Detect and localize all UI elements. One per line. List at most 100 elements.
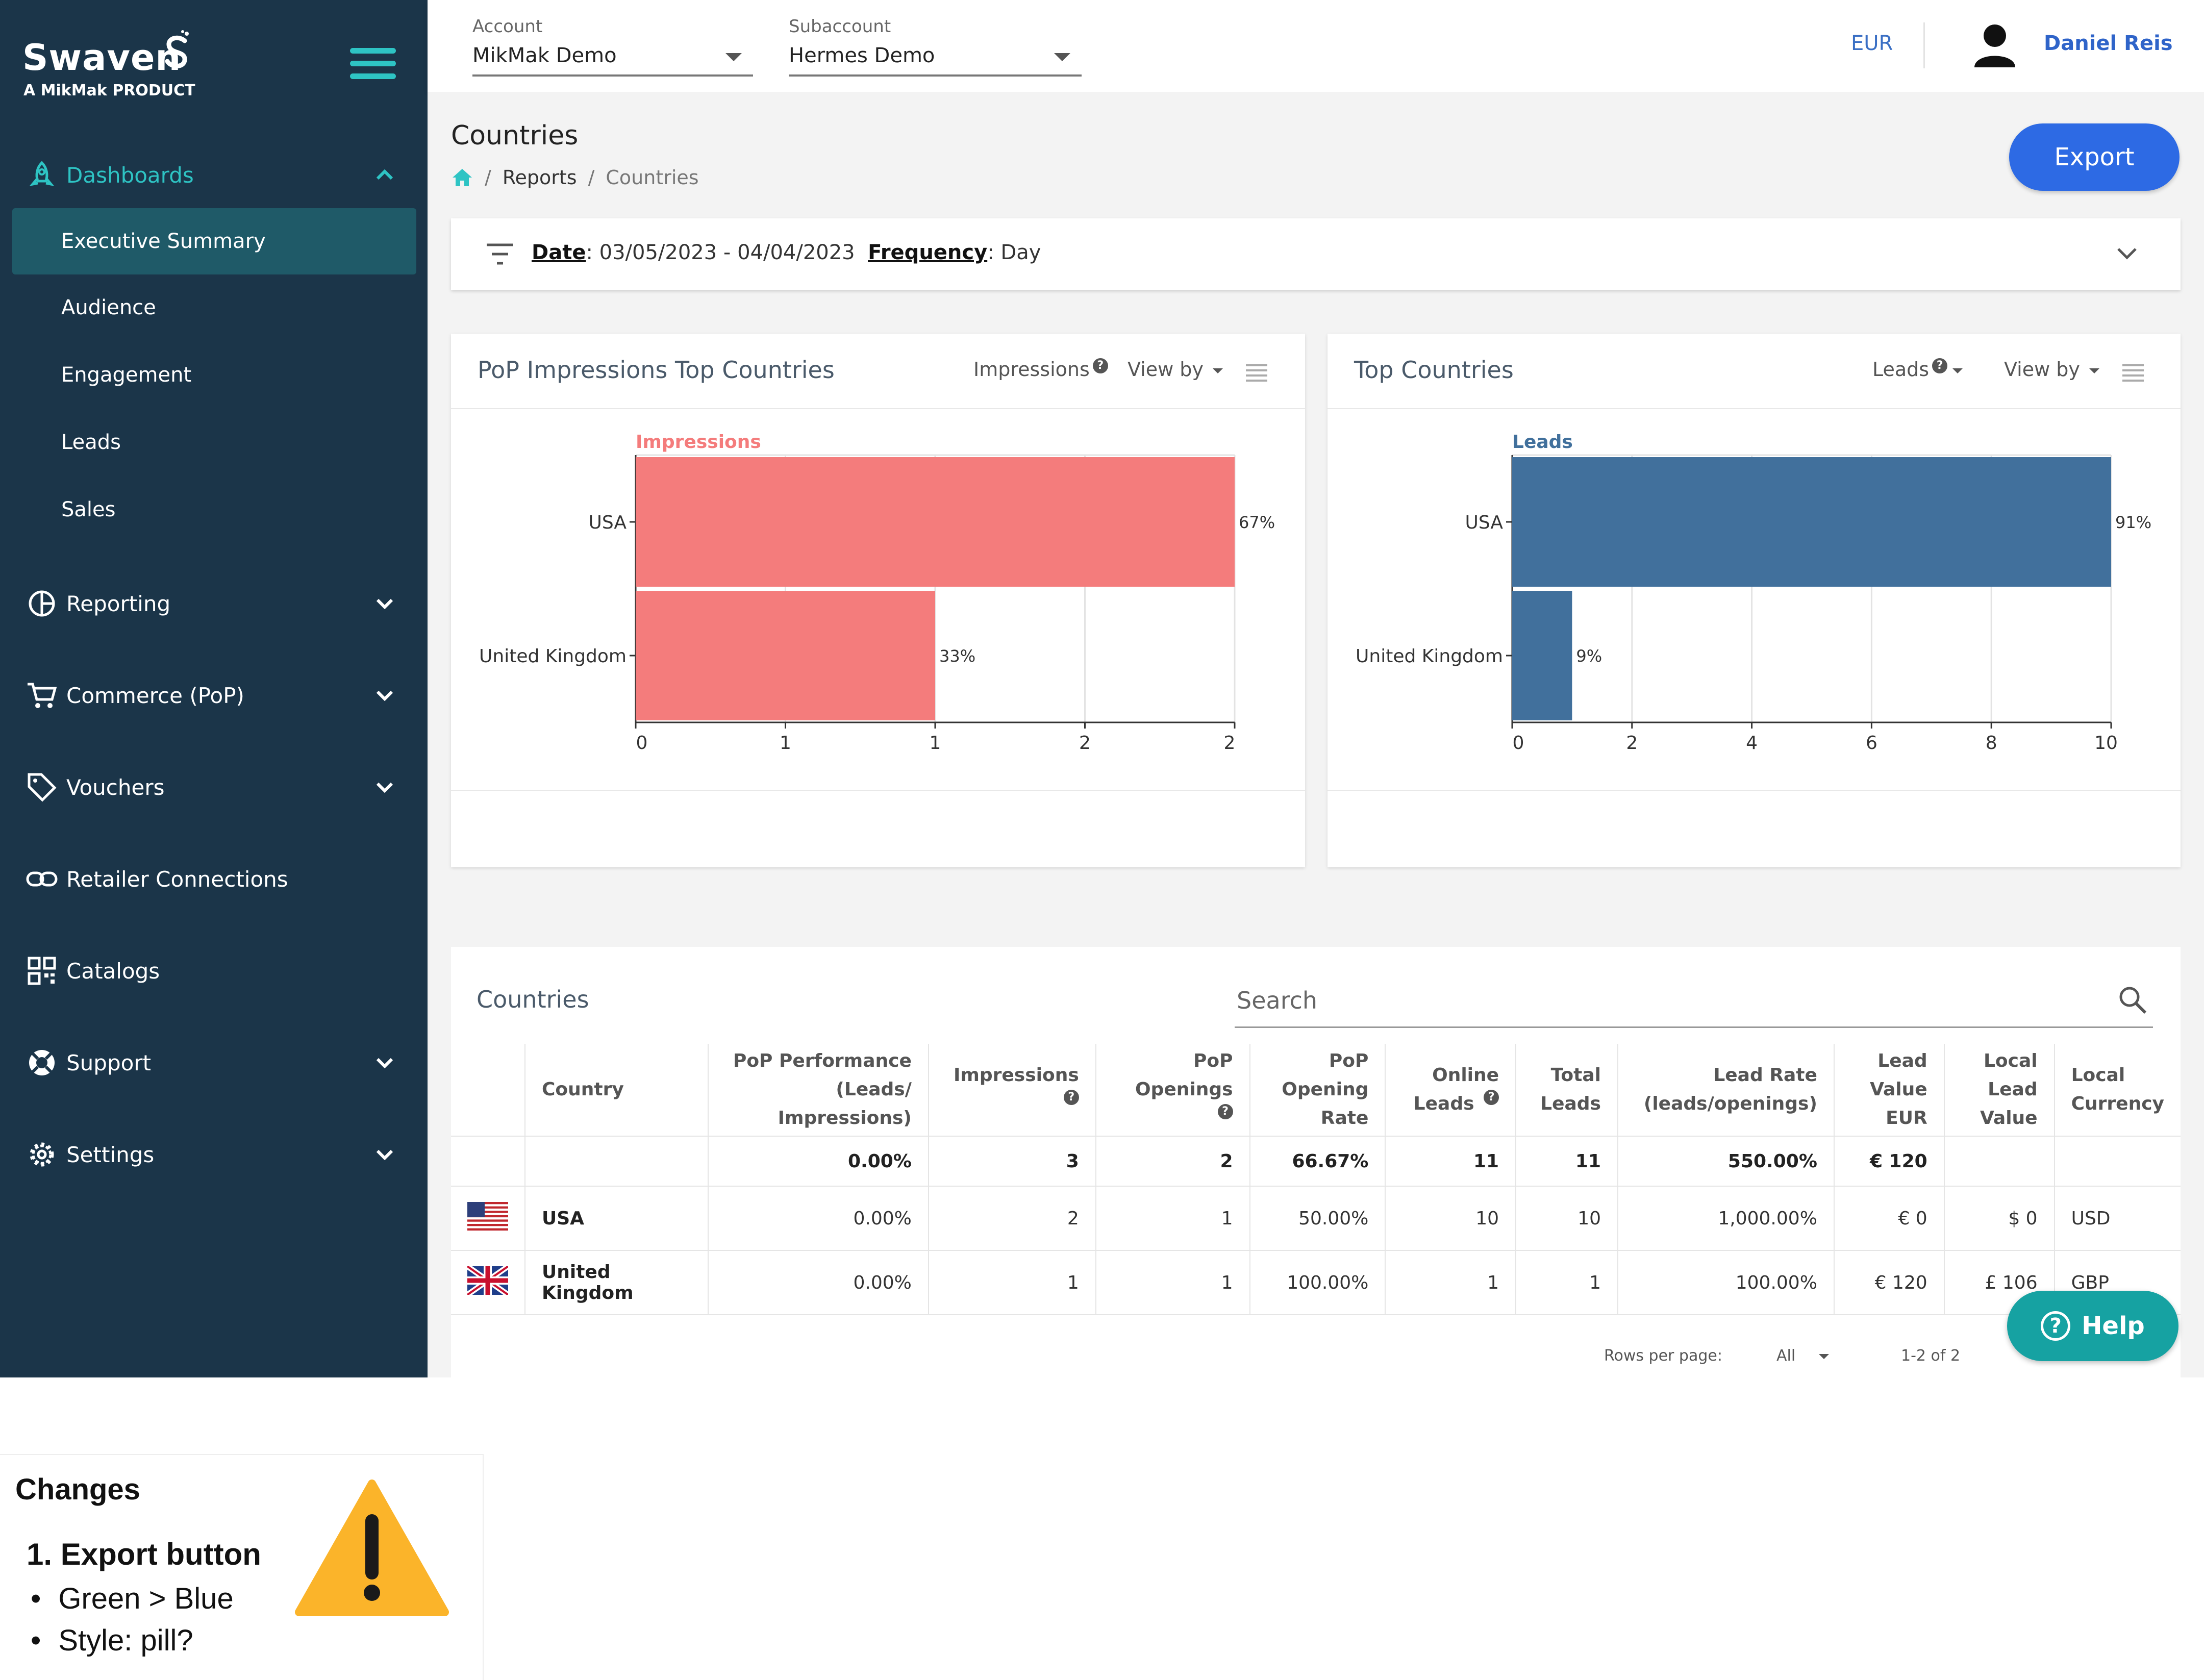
- impressions-metric-select[interactable]: Impressions?: [973, 358, 1108, 381]
- leads-viewby-select[interactable]: View by: [2004, 358, 2099, 381]
- leads-metric-select[interactable]: Leads?: [1872, 358, 1963, 381]
- y-tick-label: USA: [1465, 512, 1504, 533]
- bar-data-label: 33%: [939, 646, 975, 666]
- nav-commerce[interactable]: Commerce (PoP): [0, 662, 428, 729]
- column-header-pop-openings-label: PoP Openings: [1135, 1050, 1233, 1100]
- subaccount-select[interactable]: Subaccount Hermes Demo: [789, 14, 1082, 77]
- currency-selector[interactable]: EUR: [1851, 32, 1893, 55]
- chart-menu-icon[interactable]: [2121, 363, 2145, 382]
- table-cell: 3: [928, 1136, 1096, 1187]
- nav-engagement-label: Engagement: [61, 363, 192, 387]
- gear-icon: [26, 1138, 58, 1171]
- impressions-card-title: PoP Impressions Top Countries: [478, 356, 835, 384]
- nav-settings[interactable]: Settings: [0, 1121, 428, 1188]
- help-icon[interactable]: ?: [1217, 1104, 1233, 1119]
- nav-executive-summary[interactable]: Executive Summary: [12, 208, 416, 274]
- search-input[interactable]: Search: [1235, 975, 2153, 1028]
- impressions-viewby-select[interactable]: View by: [1128, 358, 1223, 381]
- filter-bar[interactable]: Date: 03/05/2023 - 04/04/2023 Frequency:…: [451, 218, 2181, 290]
- table-totals-row: 0.00% 3 2 66.67% 11 11 550.00% € 120: [451, 1136, 2181, 1187]
- user-avatar-icon[interactable]: [1970, 20, 2019, 69]
- search-icon[interactable]: [2117, 985, 2148, 1015]
- chart-series-title: Impressions: [636, 432, 761, 453]
- y-tick-label: United Kingdom: [1356, 646, 1503, 667]
- x-tick-label: 2: [1626, 733, 1638, 754]
- table-cell: 1: [1385, 1250, 1517, 1315]
- us-flag-icon: [467, 1201, 508, 1231]
- x-tick-label: 1: [930, 733, 941, 754]
- nav-dashboards[interactable]: Dashboards: [0, 142, 428, 208]
- brand-logo[interactable]: Swaven: [22, 37, 182, 79]
- column-header-total-leads[interactable]: Total Leads: [1516, 1044, 1618, 1137]
- table-cell: € 120: [1834, 1136, 1945, 1187]
- app-window: Swaven A MikMak PRODUCT Dashboards Execu…: [0, 0, 2204, 1377]
- x-tick-label: 10: [2094, 733, 2118, 754]
- table-cell: 100.00%: [1618, 1250, 1835, 1315]
- cart-icon: [26, 679, 58, 712]
- pie-chart-icon: [26, 587, 58, 620]
- nav-retailer-connections[interactable]: Retailer Connections: [0, 846, 428, 912]
- breadcrumb-reports[interactable]: Reports: [502, 166, 577, 189]
- x-tick-label: 2: [1079, 733, 1091, 754]
- table-row[interactable]: USA 0.00% 2 1 50.00% 10 10 1,000.00% € 0…: [451, 1186, 2181, 1251]
- chart-series-title: Leads: [1512, 432, 1573, 453]
- nav-vouchers-label: Vouchers: [66, 774, 165, 800]
- help-icon[interactable]: ?: [1484, 1090, 1499, 1105]
- chevron-up-icon: [374, 165, 395, 185]
- help-button[interactable]: ? Help: [2007, 1291, 2178, 1361]
- caret-down-icon: [1054, 53, 1070, 61]
- nav-dashboards-label: Dashboards: [66, 162, 194, 188]
- impressions-metric-label: Impressions: [973, 358, 1090, 381]
- table-row[interactable]: United Kingdom 0.00% 1 1 100.00% 1 1 100…: [451, 1250, 2181, 1315]
- column-header-lead-rate[interactable]: Lead Rate (leads/openings): [1618, 1044, 1835, 1137]
- column-header-pop-performance[interactable]: PoP Performance (Leads/ Impressions): [708, 1044, 929, 1137]
- help-icon[interactable]: ?: [1063, 1090, 1079, 1105]
- column-header-local-currency[interactable]: Local Currency: [2054, 1044, 2181, 1137]
- user-name[interactable]: Daniel Reis: [2044, 32, 2173, 55]
- column-header-pop-openings[interactable]: PoP Openings ?: [1095, 1044, 1250, 1137]
- account-select[interactable]: Account MikMak Demo: [472, 14, 753, 77]
- column-header-local-lead-value[interactable]: Local Lead Value: [1944, 1044, 2055, 1137]
- change-notes: Changes 1. Export button Green > Blue St…: [0, 1454, 484, 1680]
- chart-menu-icon[interactable]: [1245, 363, 1268, 382]
- rows-per-page-select[interactable]: All: [1776, 1347, 1830, 1365]
- table-cell: $ 0: [1944, 1186, 2055, 1251]
- caret-down-icon: [1819, 1353, 1830, 1359]
- page-title: Countries: [451, 120, 579, 151]
- home-icon[interactable]: [451, 167, 473, 188]
- filter-icon: [487, 243, 513, 265]
- nav-engagement[interactable]: Engagement: [12, 342, 416, 408]
- nav-leads-label: Leads: [61, 431, 121, 454]
- table-cell: 11: [1385, 1136, 1517, 1187]
- flag-column-header: [451, 1044, 525, 1137]
- table-cell: 2: [928, 1186, 1096, 1251]
- nav-audience[interactable]: Audience: [12, 274, 416, 341]
- table-cell: 1: [928, 1250, 1096, 1315]
- nav-leads[interactable]: Leads: [12, 409, 416, 475]
- impressions-viewby-label: View by: [1128, 358, 1204, 381]
- nav-sales[interactable]: Sales: [12, 477, 416, 543]
- table-cell: USA: [525, 1186, 709, 1251]
- top-bar: Account MikMak Demo Subaccount Hermes De…: [428, 0, 2204, 92]
- help-icon[interactable]: ?: [1932, 358, 1948, 373]
- nav-catalogs[interactable]: Catalogs: [0, 938, 428, 1004]
- column-header-lead-value-eur[interactable]: Lead Value EUR: [1834, 1044, 1945, 1137]
- nav-vouchers[interactable]: Vouchers: [0, 754, 428, 820]
- column-header-online-leads[interactable]: Online Leads ?: [1385, 1044, 1517, 1137]
- column-header-impressions[interactable]: Impressions ?: [928, 1044, 1096, 1137]
- caret-down-icon: [1952, 368, 1963, 373]
- leads-bar-chart: 0 2 4 6 8 10 Leads 91% USA 9% United Kingdom: [1356, 432, 2151, 754]
- breadcrumb: / Reports / Countries: [451, 166, 699, 189]
- column-header-pop-opening-rate[interactable]: PoP Opening Rate: [1249, 1044, 1386, 1137]
- menu-toggle-icon[interactable]: [350, 48, 396, 81]
- notes-bullet: Green > Blue: [31, 1582, 233, 1616]
- export-button[interactable]: Export: [2009, 123, 2180, 191]
- table-cell: USD: [2054, 1186, 2181, 1251]
- help-icon[interactable]: ?: [1092, 358, 1108, 373]
- nav-support[interactable]: Support: [0, 1030, 428, 1096]
- nav-reporting[interactable]: Reporting: [0, 570, 428, 637]
- table-cell: 2: [1095, 1136, 1250, 1187]
- x-tick-label: 2: [1224, 733, 1236, 754]
- column-header-country[interactable]: Country: [525, 1044, 709, 1137]
- chevron-down-icon[interactable]: [2114, 241, 2140, 266]
